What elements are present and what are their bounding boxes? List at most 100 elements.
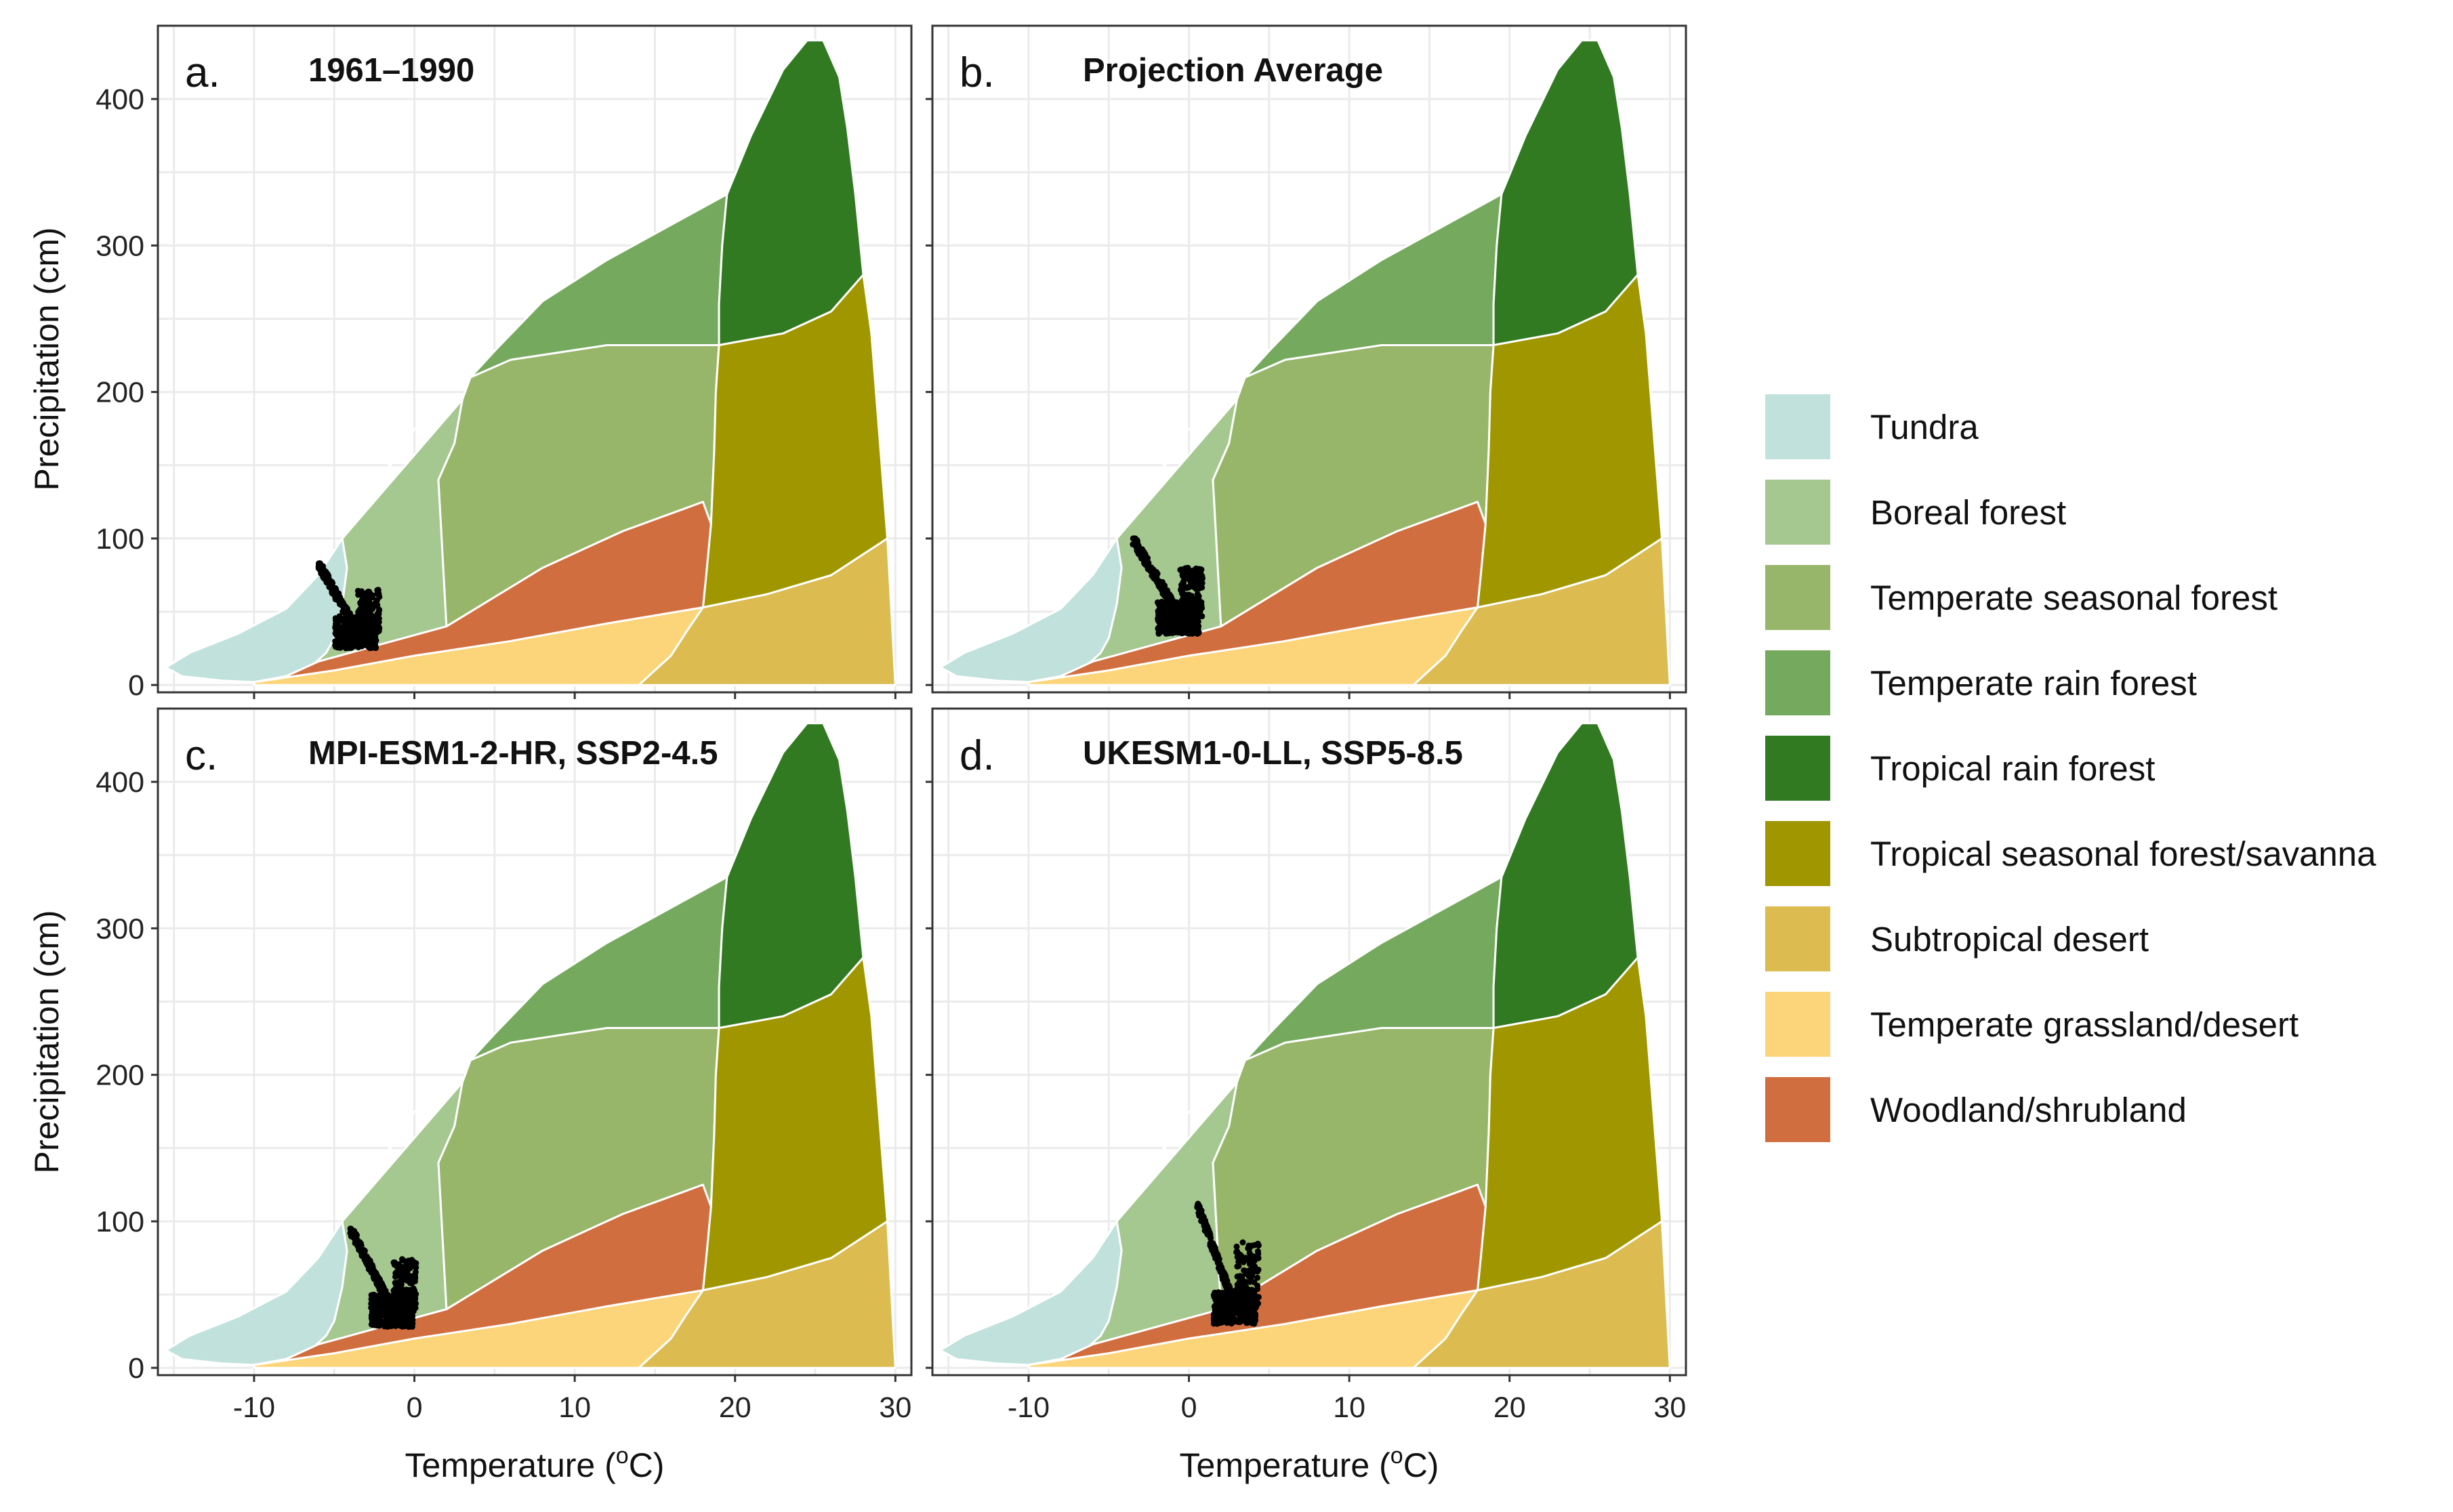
legend-swatch (1765, 480, 1830, 545)
data-point (377, 1317, 384, 1324)
data-point (342, 619, 348, 626)
panel-title: UKESM1-0-LL, SSP5-8.5 (1083, 735, 1463, 772)
data-point (373, 1269, 379, 1276)
panel-frame (157, 707, 913, 1377)
data-point (1195, 596, 1202, 603)
legend-swatch (1765, 650, 1830, 715)
data-point (1162, 614, 1169, 621)
data-point (1196, 608, 1203, 615)
legend-swatch (1765, 821, 1830, 886)
y-tick-label: 100 (96, 1206, 144, 1238)
data-point (1233, 1243, 1240, 1250)
x-tick-label: 0 (407, 1391, 423, 1424)
data-point (396, 1261, 403, 1267)
biome-woodland-shrubland (253, 501, 712, 684)
legend-label: Subtropical desert (1870, 920, 2149, 959)
panel-frame (931, 707, 1687, 1377)
data-point (376, 593, 383, 600)
panel-letter: c. (185, 732, 218, 779)
data-point (400, 1273, 407, 1280)
data-point (1234, 1254, 1241, 1261)
data-point (361, 616, 368, 623)
panel-frame (931, 24, 1687, 694)
data-point (1167, 624, 1174, 630)
data-point (341, 609, 348, 616)
y-tick-label: 400 (96, 83, 144, 116)
x-tick-label: 0 (1181, 1391, 1197, 1424)
data-point (1180, 591, 1187, 597)
data-point (1166, 600, 1172, 606)
data-point (1251, 1279, 1258, 1286)
data-point (371, 1309, 377, 1316)
data-point (411, 1304, 418, 1311)
panel-title: MPI-ESM1-2-HR, SSP2-4.5 (308, 735, 718, 772)
panel-frame (157, 24, 913, 694)
panel-title: 1961–1990 (308, 52, 474, 89)
data-point (1180, 600, 1186, 607)
data-point (1218, 1295, 1225, 1302)
scatter-points (315, 560, 383, 652)
data-point (371, 635, 378, 642)
biome-woodland-shrubland (253, 1183, 712, 1366)
data-point (1184, 564, 1191, 571)
legend-label: Tropical seasonal forest/savanna (1870, 835, 2376, 873)
data-point (360, 637, 367, 644)
data-point (398, 1311, 405, 1318)
data-point (336, 613, 343, 620)
data-point (325, 572, 331, 579)
biome-layer (165, 39, 896, 686)
data-point (1172, 623, 1178, 629)
data-point (348, 1229, 355, 1236)
data-point (387, 1303, 394, 1310)
data-point (1156, 584, 1163, 590)
data-point (376, 1322, 383, 1329)
biome-tropical-seasonal-forest-savanna (1476, 957, 1663, 1292)
legend-swatch (1765, 992, 1830, 1057)
biome-tropical-rain-forest (1492, 39, 1639, 346)
biome-layer (939, 722, 1671, 1369)
x-tick-label: -10 (1008, 1391, 1050, 1424)
data-point (1219, 1267, 1226, 1274)
data-point (326, 582, 333, 589)
data-point (1248, 1292, 1255, 1299)
data-point (370, 1316, 377, 1322)
data-point (1189, 582, 1195, 589)
biome-woodland-shrubland (1027, 501, 1487, 684)
data-point (1166, 629, 1172, 635)
panel-letter: d. (960, 732, 995, 779)
data-point (398, 1280, 405, 1286)
data-point (373, 1301, 379, 1308)
data-point (1241, 1278, 1248, 1285)
legend: Tundra Boreal forest Temperate seasonal fo… (1765, 394, 2376, 1142)
data-point (1175, 604, 1182, 610)
data-point (1246, 1250, 1253, 1257)
data-point (408, 1322, 415, 1328)
y-axis-title: Precipitation (cm) (28, 910, 66, 1174)
x-axis-title: Temperature (oC) (1180, 1443, 1439, 1484)
data-point (321, 569, 327, 576)
data-point (369, 594, 376, 601)
data-point (1218, 1306, 1225, 1313)
data-point (402, 1267, 409, 1274)
y-axis-title: Precipitation (cm) (28, 228, 66, 491)
panel-letter: a. (185, 49, 220, 96)
data-point (1234, 1317, 1241, 1324)
data-point (1226, 1285, 1233, 1292)
data-point (356, 1240, 363, 1246)
data-point (350, 639, 356, 646)
data-point (375, 587, 382, 593)
data-point (1142, 553, 1149, 560)
data-point (377, 1276, 383, 1283)
data-point (412, 1278, 418, 1284)
data-point (385, 1309, 392, 1316)
x-tick-label: 20 (719, 1391, 751, 1424)
panel-2: b. Projection Average (926, 24, 1687, 699)
data-point (400, 1296, 407, 1303)
data-point (1213, 1303, 1220, 1309)
data-point (1234, 1263, 1241, 1270)
data-point (1248, 1305, 1255, 1311)
legend-label: Woodland/shrubland (1870, 1091, 2187, 1129)
biome-woodland-shrubland (1027, 1183, 1487, 1366)
scatter-points (347, 1225, 419, 1330)
data-point (1235, 1258, 1242, 1265)
